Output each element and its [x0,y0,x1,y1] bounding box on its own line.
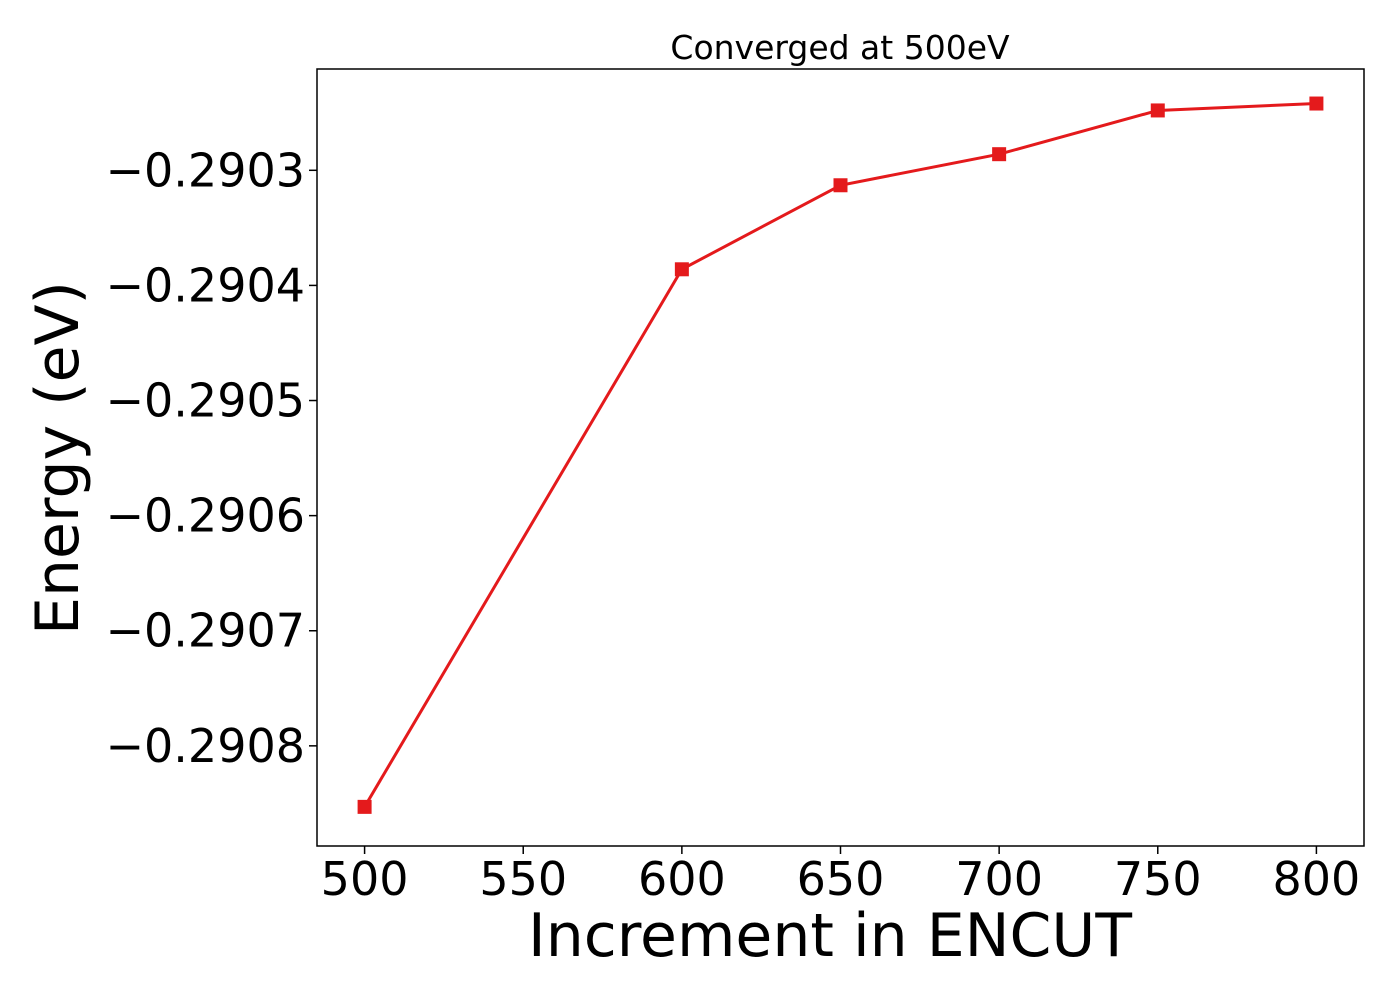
data-point-marker [1309,96,1324,111]
y-tick-label: −0.2906 [106,489,306,543]
y-tick-label: −0.2908 [106,719,306,773]
series-group [357,96,1324,814]
x-tick-label: 700 [955,852,1043,906]
data-point-marker [674,262,689,277]
x-tick-label: 500 [321,852,409,906]
x-axis-title: Increment in ENCUT [528,901,1132,971]
series-line [363,102,1317,808]
x-tick-label: 550 [479,852,567,906]
y-tick-label: −0.2905 [106,374,306,428]
data-point-marker [1150,103,1165,118]
y-tick-label: −0.2904 [106,258,306,312]
y-axis: −0.2908 −0.2907 −0.2906 −0.2905 −0.2904 −0.29… [106,143,317,773]
x-tick-label: 600 [638,852,726,906]
y-tick-label: −0.2907 [106,604,306,658]
x-axis: 500 550 600 650 700 750 800 [321,846,1361,906]
y-axis-title: Energy (eV) [23,281,93,635]
x-tick-label: 800 [1273,852,1361,906]
chart-title: Converged at 500eV [670,28,1010,67]
data-point-marker [833,178,848,193]
x-tick-label: 650 [797,852,885,906]
data-point-marker [357,799,372,814]
x-tick-label: 750 [1114,852,1202,906]
data-point-marker [992,147,1007,162]
y-tick-label: −0.2903 [106,143,306,197]
